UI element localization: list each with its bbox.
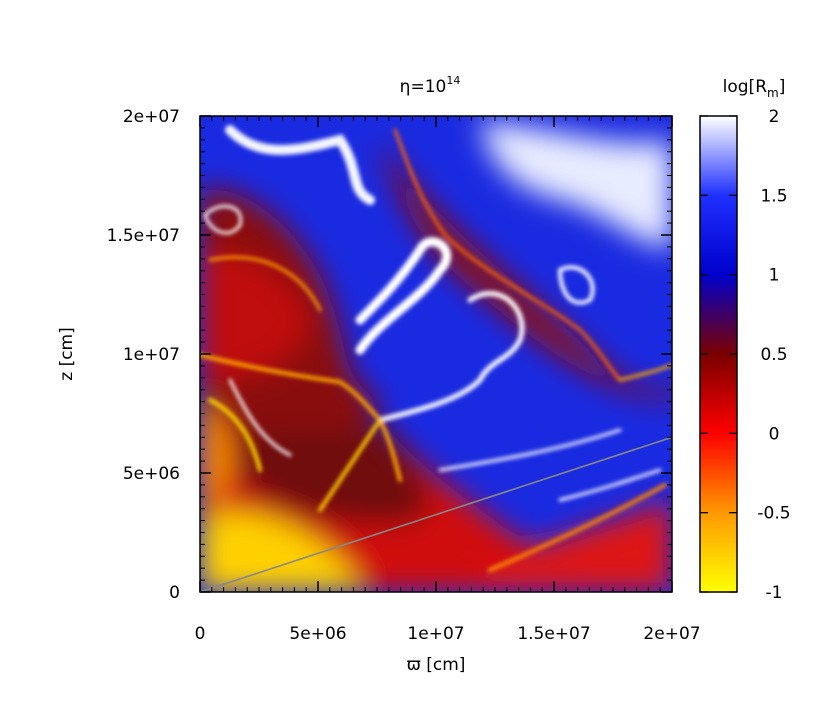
filament-orange-1 xyxy=(393,128,622,382)
filament-white-5 xyxy=(203,204,243,235)
colorbar-tick-label: 2 xyxy=(769,107,780,127)
y-axis: 0 5e+06 1e+07 1.5e+07 2e+07 xyxy=(107,107,672,603)
filament-white-3 xyxy=(225,125,375,205)
filament-white-4 xyxy=(558,265,595,305)
region-red-left xyxy=(200,250,310,380)
colorbar-tick-label: 1 xyxy=(769,266,780,286)
filament-orange-4 xyxy=(208,255,322,312)
filament-white-2 xyxy=(377,291,525,423)
colorbar-tick-label: 1.5 xyxy=(760,186,787,206)
filament-orange-2 xyxy=(200,353,402,482)
overlay-line xyxy=(200,436,672,592)
region-orange-core xyxy=(200,400,233,510)
region-yellow-core xyxy=(200,512,360,592)
x-axis-label: ϖ [cm] xyxy=(407,655,466,675)
y-tick-label: 2e+07 xyxy=(123,107,180,127)
heatmap-filaments xyxy=(200,125,672,572)
y-tick-label: 5e+06 xyxy=(123,464,180,484)
heatmap-field xyxy=(200,116,672,592)
y-tick-label: 1.5e+07 xyxy=(107,226,180,246)
region-dark-red-lower-mid xyxy=(240,420,428,524)
x-tick-label: 0 xyxy=(195,624,206,644)
filament-orange-3 xyxy=(318,418,382,512)
colorbar-axis: -1 -0.5 0 0.5 1 1.5 2 xyxy=(700,107,791,603)
colorbar-tick-label: 0 xyxy=(769,424,780,444)
chart-title: η=1014 xyxy=(400,74,461,97)
x-axis: 0 5e+06 1e+07 1.5e+07 2e+07 xyxy=(195,116,701,644)
y-tick-label: 0 xyxy=(169,583,180,603)
colorbar-tick-label: -0.5 xyxy=(757,504,790,524)
x-tick-label: 5e+06 xyxy=(289,624,346,644)
region-white-top xyxy=(480,120,672,250)
region-red-bottom-right xyxy=(470,500,672,592)
heatmap-smooth-regions xyxy=(200,120,672,592)
filament-white-7 xyxy=(558,468,662,502)
filament-orange-7 xyxy=(208,398,262,472)
x-tick-label: 1e+07 xyxy=(407,624,464,644)
y-axis-label: z [cm] xyxy=(57,327,77,381)
filament-orange-5 xyxy=(488,483,667,572)
filament-white-6 xyxy=(438,428,622,472)
x-tick-label: 1.5e+07 xyxy=(517,624,590,644)
colorbar-tick-label: 0.5 xyxy=(760,345,787,365)
filament-white-8 xyxy=(228,378,292,457)
y-tick-label: 1e+07 xyxy=(123,345,180,365)
colorbar-tick-label: -1 xyxy=(766,583,783,603)
filament-white-1 xyxy=(355,237,452,355)
x-tick-label: 2e+07 xyxy=(643,624,700,644)
colorbar-label: log[Rm] xyxy=(723,77,786,100)
